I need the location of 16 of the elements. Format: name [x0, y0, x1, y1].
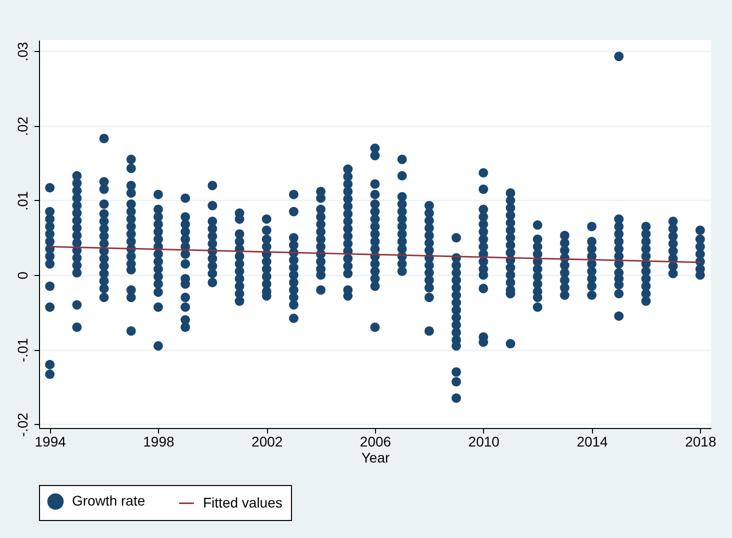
x-tick-label: 1994: [34, 434, 66, 450]
y-tick-label: -.02: [14, 412, 30, 437]
y-tick-label: .03: [14, 42, 30, 62]
y-tick-label: 0: [14, 271, 30, 280]
x-tick-label: 1998: [143, 434, 175, 450]
y-tick-label: .01: [14, 190, 30, 211]
legend-label: Fitted values: [203, 494, 282, 510]
y-tick-label: -.01: [14, 338, 30, 362]
x-tick-label: 2014: [576, 434, 608, 450]
legend-label: Growth rate: [72, 492, 146, 509]
x-tick-label: 2010: [468, 434, 500, 450]
x-tick-label: 2002: [252, 434, 283, 450]
x-axis-title: Year: [361, 450, 390, 466]
x-tick-label: 2006: [360, 434, 392, 450]
x-tick-label: 2018: [685, 434, 716, 450]
y-tick-label: .02: [14, 116, 30, 136]
